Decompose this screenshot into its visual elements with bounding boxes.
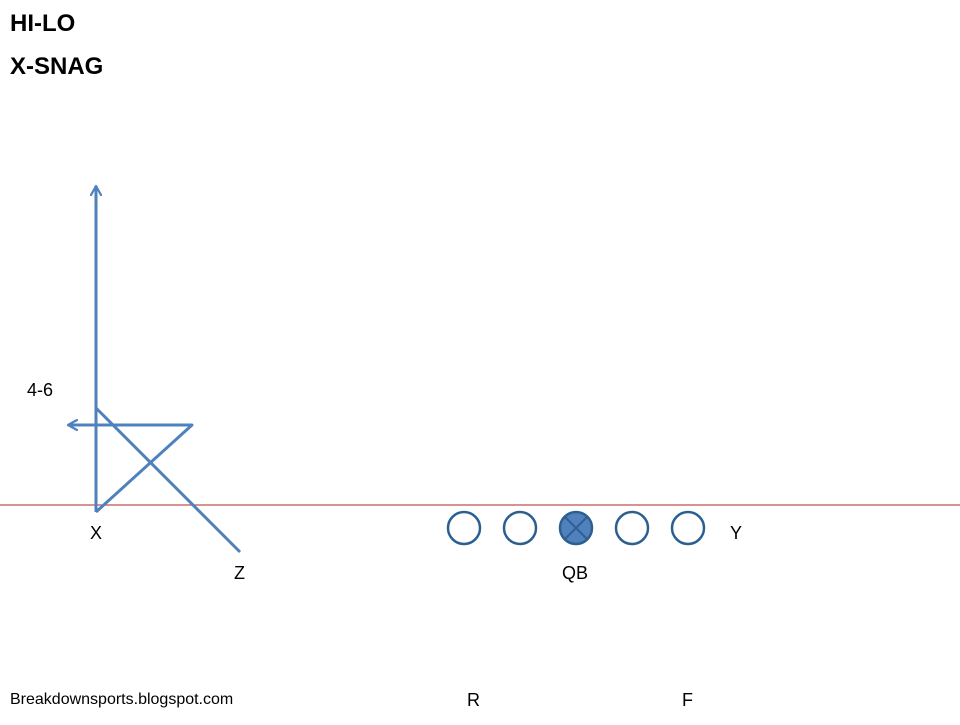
snag-route-arrow bbox=[68, 425, 194, 514]
play-title: HI-LO bbox=[10, 10, 76, 37]
z-receiver-label: Z bbox=[234, 563, 245, 583]
f-back-label: F bbox=[682, 690, 693, 710]
r-back-label: R bbox=[467, 690, 480, 710]
offensive-line bbox=[446, 510, 706, 546]
depth-label: 4-6 bbox=[27, 380, 54, 400]
lineman-marker bbox=[614, 510, 650, 546]
lineman-marker bbox=[670, 510, 706, 546]
z-route-arrow bbox=[94, 406, 242, 554]
quarterback-label: QB bbox=[562, 563, 589, 583]
center-x-mark bbox=[564, 516, 588, 540]
lineman-marker bbox=[446, 510, 482, 546]
y-receiver-label: Y bbox=[730, 523, 743, 543]
lineman-marker bbox=[502, 510, 538, 546]
play-subtitle: X-SNAG bbox=[10, 53, 104, 80]
x-receiver-label: X bbox=[90, 523, 103, 543]
site-credit: Breakdownsports.blogspot.com bbox=[10, 691, 234, 708]
